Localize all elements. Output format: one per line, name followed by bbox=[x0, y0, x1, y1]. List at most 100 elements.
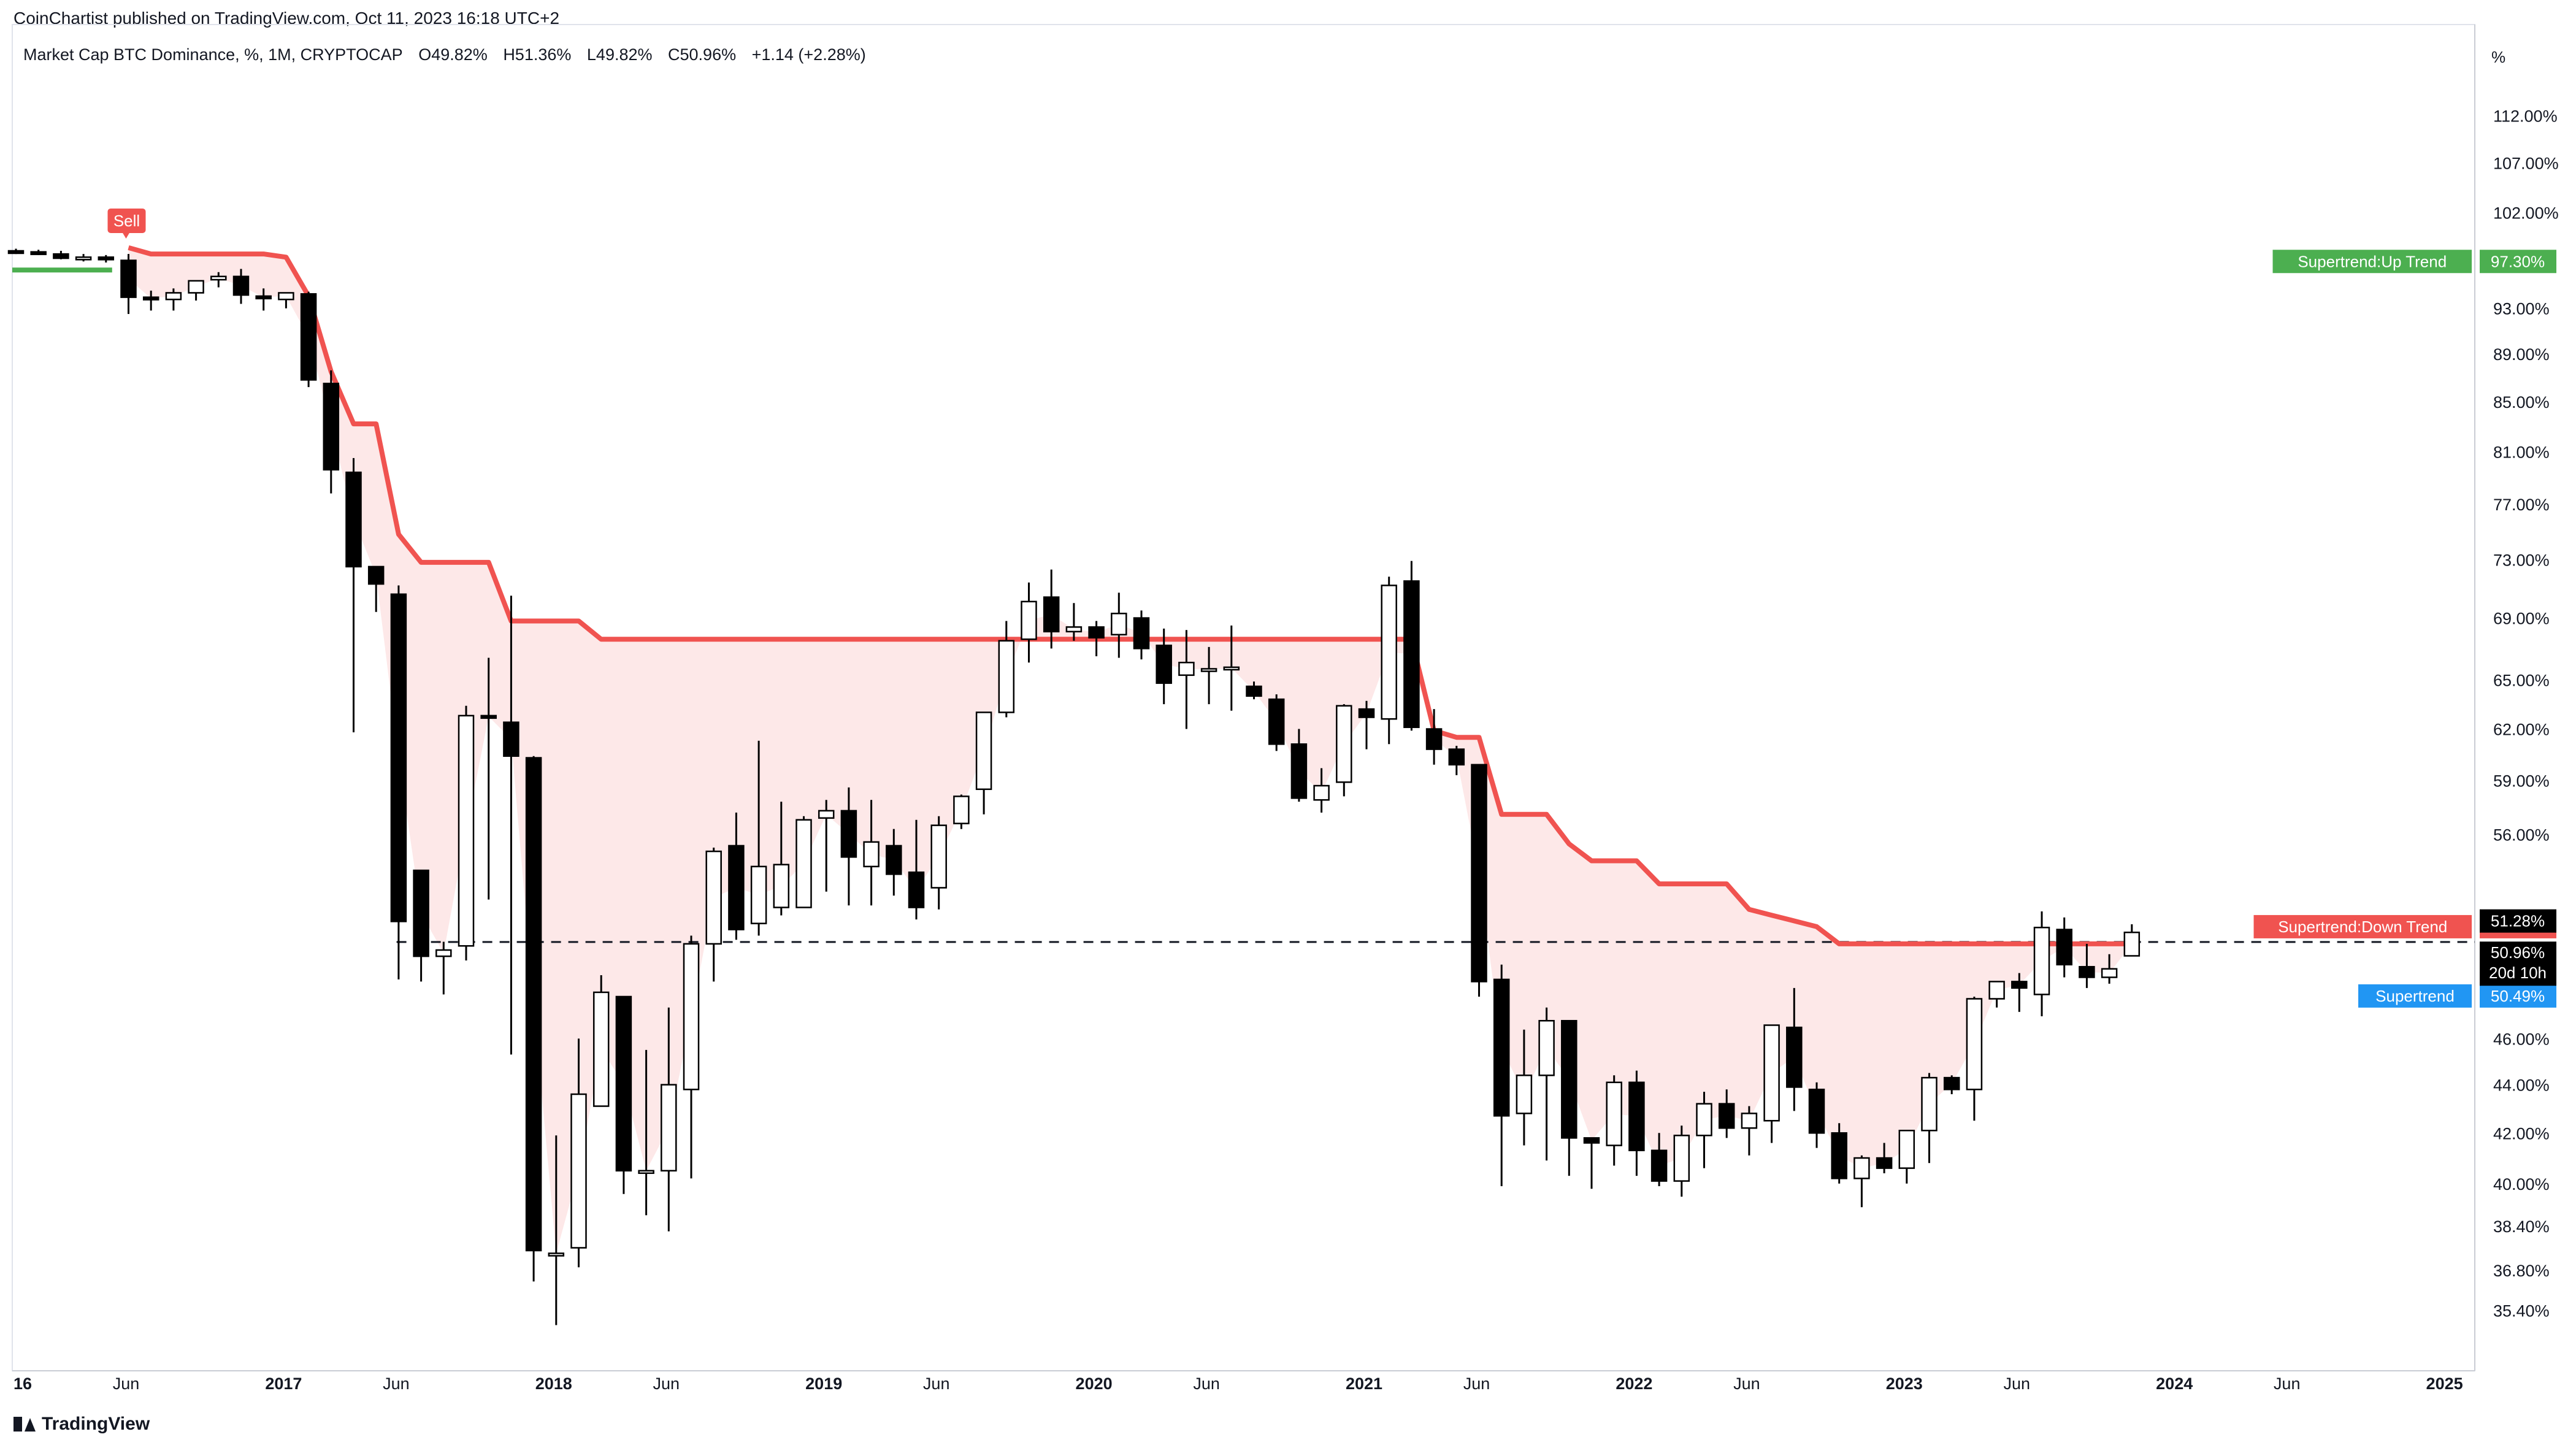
candle[interactable] bbox=[548, 1135, 565, 1325]
candle[interactable] bbox=[1246, 681, 1262, 700]
candle[interactable] bbox=[1336, 704, 1352, 797]
candle[interactable] bbox=[367, 565, 385, 612]
candle[interactable] bbox=[1718, 1089, 1735, 1138]
candle[interactable] bbox=[255, 288, 272, 311]
candle[interactable] bbox=[1853, 1155, 1870, 1208]
candle[interactable] bbox=[1156, 628, 1172, 705]
candle[interactable] bbox=[1381, 577, 1397, 745]
candle[interactable] bbox=[2011, 973, 2028, 1012]
candle[interactable] bbox=[1876, 1143, 1893, 1173]
candle[interactable] bbox=[188, 280, 204, 301]
candle[interactable] bbox=[1088, 621, 1105, 657]
candle[interactable] bbox=[2033, 911, 2050, 1017]
candle[interactable] bbox=[75, 254, 92, 262]
sell-signal[interactable]: Sell bbox=[107, 208, 146, 239]
candle[interactable] bbox=[1561, 1019, 1577, 1176]
candle[interactable] bbox=[1516, 1029, 1533, 1146]
candle[interactable] bbox=[1313, 768, 1330, 813]
candle[interactable] bbox=[323, 370, 340, 494]
candle[interactable] bbox=[1178, 630, 1195, 729]
candle[interactable] bbox=[142, 290, 159, 311]
candle[interactable] bbox=[638, 1049, 654, 1216]
candle[interactable] bbox=[661, 1007, 677, 1232]
candle[interactable] bbox=[1200, 646, 1217, 705]
candle[interactable] bbox=[615, 995, 632, 1194]
candle[interactable] bbox=[1358, 700, 1375, 749]
candle[interactable] bbox=[1606, 1075, 1622, 1166]
candle[interactable] bbox=[1043, 569, 1060, 649]
candle[interactable] bbox=[1943, 1075, 1960, 1095]
candle[interactable] bbox=[1403, 561, 1420, 731]
candle[interactable] bbox=[1921, 1073, 1938, 1163]
candle[interactable] bbox=[120, 254, 137, 314]
candle[interactable] bbox=[1966, 996, 1983, 1121]
candle[interactable] bbox=[98, 255, 115, 263]
candle[interactable] bbox=[525, 756, 542, 1282]
candle[interactable] bbox=[953, 794, 970, 829]
candle[interactable] bbox=[705, 847, 722, 982]
price-scale-unit-button[interactable]: % bbox=[2491, 48, 2506, 66]
candle[interactable] bbox=[2056, 917, 2072, 978]
candle[interactable] bbox=[750, 740, 767, 936]
candle[interactable] bbox=[210, 272, 227, 288]
candle[interactable] bbox=[232, 269, 250, 304]
candle[interactable] bbox=[2123, 924, 2141, 957]
candle[interactable] bbox=[1493, 964, 1510, 1187]
candle[interactable] bbox=[1065, 603, 1083, 641]
candle[interactable] bbox=[1898, 1130, 1915, 1184]
candle[interactable] bbox=[930, 816, 947, 910]
candle[interactable] bbox=[165, 288, 182, 311]
candle[interactable] bbox=[1290, 729, 1308, 802]
candle[interactable] bbox=[7, 248, 25, 255]
candle[interactable] bbox=[683, 935, 700, 1179]
price-axis[interactable]: 35.40% 36.80% 38.40% 40.00% 42.00% 44.00% 46.0… bbox=[2493, 107, 2559, 1320]
candle[interactable] bbox=[570, 1038, 587, 1268]
candle[interactable] bbox=[818, 800, 835, 892]
candle[interactable] bbox=[413, 869, 429, 982]
candle[interactable] bbox=[886, 829, 902, 896]
candle[interactable] bbox=[458, 705, 475, 960]
candle[interactable] bbox=[795, 816, 812, 908]
candle[interactable] bbox=[1471, 764, 1487, 997]
candle[interactable] bbox=[435, 941, 452, 995]
candle[interactable] bbox=[1268, 694, 1285, 751]
candle[interactable] bbox=[390, 585, 407, 979]
candle[interactable] bbox=[30, 250, 47, 255]
candle[interactable] bbox=[503, 596, 519, 1055]
time-axis[interactable]: 16 Jun 2017 Jun 2018 Jun 2019 Jun 2020 Jun 2021 Jun… bbox=[13, 1374, 2463, 1393]
symbol-name[interactable]: Market Cap BTC Dominance, %, 1M, CRYPTOC… bbox=[23, 45, 403, 64]
candle[interactable] bbox=[1448, 746, 1465, 775]
candle[interactable] bbox=[840, 787, 857, 906]
candle[interactable] bbox=[975, 711, 992, 814]
candle[interactable] bbox=[1628, 1070, 1645, 1176]
candle[interactable] bbox=[908, 819, 925, 920]
candle[interactable] bbox=[1786, 987, 1803, 1111]
candle[interactable] bbox=[1808, 1082, 1825, 1148]
candle[interactable] bbox=[728, 812, 745, 940]
candle[interactable] bbox=[1988, 981, 2005, 1008]
candle[interactable] bbox=[480, 657, 497, 900]
candle[interactable] bbox=[1021, 582, 1037, 663]
candle[interactable] bbox=[1223, 625, 1240, 711]
candle[interactable] bbox=[345, 458, 362, 732]
candle[interactable] bbox=[1650, 1133, 1668, 1187]
candle[interactable] bbox=[278, 292, 294, 309]
candle[interactable] bbox=[1538, 1007, 1555, 1161]
candle[interactable] bbox=[1673, 1125, 1690, 1197]
candle[interactable] bbox=[1111, 592, 1127, 658]
candle[interactable] bbox=[1133, 610, 1150, 660]
candle[interactable] bbox=[2079, 943, 2095, 988]
candle[interactable] bbox=[592, 975, 610, 1107]
candle[interactable] bbox=[1763, 1024, 1780, 1143]
symbol-legend[interactable]: Market Cap BTC Dominance, %, 1M, CRYPTOC… bbox=[23, 45, 877, 64]
candle[interactable] bbox=[53, 250, 69, 259]
candle[interactable] bbox=[1425, 709, 1443, 765]
tradingview-logo[interactable]: TradingView bbox=[13, 1414, 150, 1435]
candle[interactable] bbox=[863, 800, 880, 906]
candle[interactable] bbox=[998, 621, 1015, 718]
candle[interactable] bbox=[300, 291, 317, 388]
candle[interactable] bbox=[2101, 954, 2118, 984]
candle[interactable] bbox=[1696, 1092, 1712, 1168]
candle[interactable] bbox=[1741, 1106, 1758, 1156]
